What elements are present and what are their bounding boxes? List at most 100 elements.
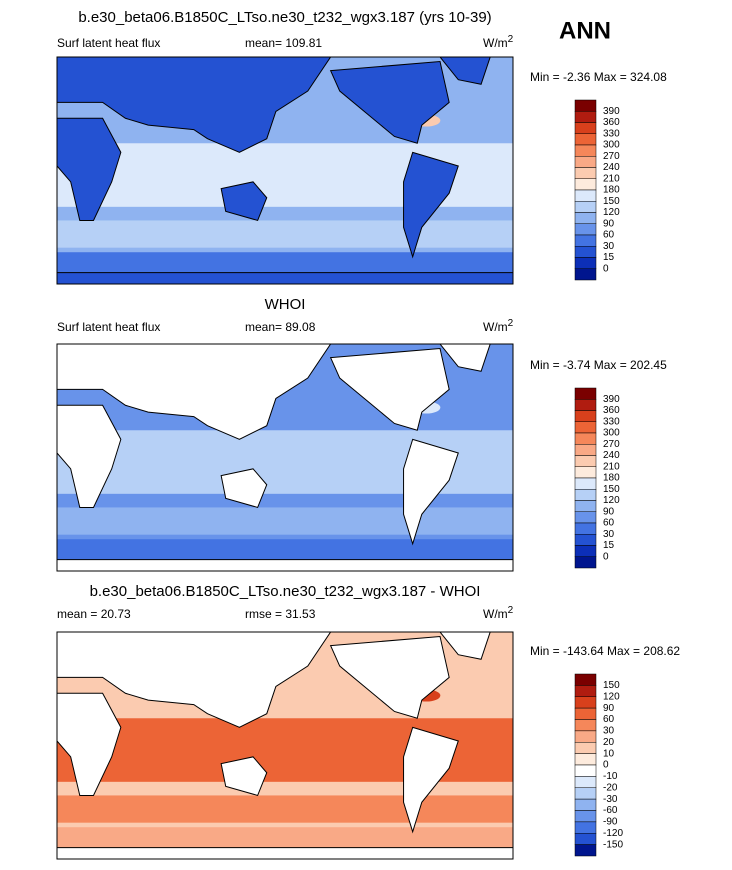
map-content bbox=[57, 632, 513, 859]
colorbar-label: 15 bbox=[603, 540, 615, 551]
colorbar-box bbox=[574, 178, 597, 191]
units-base: W/m bbox=[483, 320, 508, 334]
colorbar-box bbox=[574, 696, 597, 709]
colorbar-label: 360 bbox=[603, 117, 620, 128]
continent bbox=[329, 348, 450, 431]
map bbox=[56, 56, 514, 285]
continent bbox=[439, 344, 491, 372]
colorbar-box bbox=[574, 844, 597, 857]
continent bbox=[329, 636, 450, 719]
colorbar-label: 300 bbox=[603, 428, 620, 439]
panel-stat: mean= 89.08 bbox=[245, 320, 316, 334]
colorbar-label: 270 bbox=[603, 151, 620, 162]
map-frame bbox=[56, 343, 514, 572]
colorbar-box bbox=[574, 410, 597, 422]
colorbar-box bbox=[574, 234, 597, 247]
colorbar-label: 30 bbox=[603, 529, 615, 540]
colorbar-box bbox=[574, 223, 597, 236]
colorbar-label: -150 bbox=[603, 839, 623, 850]
colorbar-label: 10 bbox=[603, 748, 615, 759]
colorbar-label: 90 bbox=[603, 218, 615, 229]
continent bbox=[220, 181, 268, 222]
colorbar-box bbox=[574, 144, 597, 157]
colorbar-label: 60 bbox=[603, 714, 615, 725]
continent bbox=[329, 61, 450, 144]
polar-band bbox=[57, 827, 513, 850]
units-sup: 2 bbox=[508, 318, 514, 329]
colorbar-box bbox=[574, 556, 597, 569]
units: W/m2 bbox=[483, 605, 514, 622]
colorbar-label: -30 bbox=[603, 794, 618, 805]
colorbar-box bbox=[574, 798, 597, 811]
colorbar-box bbox=[574, 167, 597, 179]
colorbar-box bbox=[574, 246, 597, 258]
colorbar-box bbox=[574, 399, 597, 411]
continent bbox=[439, 57, 491, 85]
colorbar-label: 210 bbox=[603, 461, 620, 472]
colorbar-box bbox=[574, 133, 597, 146]
colorbar-box bbox=[574, 189, 597, 202]
min-max: Min = -3.74 Max = 202.45 bbox=[530, 358, 667, 372]
colorbar-box bbox=[574, 545, 597, 557]
continent bbox=[57, 272, 513, 284]
colorbar-label: 330 bbox=[603, 416, 620, 427]
colorbar-label: 210 bbox=[603, 173, 620, 184]
map-frame bbox=[56, 631, 514, 860]
panel-left-label: Surf latent heat flux bbox=[57, 320, 160, 334]
colorbar-box bbox=[574, 466, 597, 479]
panel-stat: mean= 109.81 bbox=[245, 36, 322, 50]
map-frame bbox=[56, 56, 514, 285]
continent bbox=[57, 692, 122, 796]
continent bbox=[57, 117, 122, 221]
continent bbox=[403, 151, 459, 259]
colorbar-box bbox=[574, 707, 597, 720]
colorbar-box bbox=[574, 111, 597, 123]
continent bbox=[439, 632, 491, 660]
colorbar-label: 390 bbox=[603, 106, 620, 117]
map bbox=[56, 631, 514, 860]
colorbar-label: 60 bbox=[603, 518, 615, 529]
colorbar-label: -120 bbox=[603, 828, 623, 839]
polar-band bbox=[57, 252, 513, 275]
map bbox=[56, 343, 514, 572]
colorbar-label: -90 bbox=[603, 817, 618, 828]
map-content bbox=[57, 344, 513, 571]
panel-left-label: mean = 20.73 bbox=[57, 607, 131, 621]
units: W/m2 bbox=[483, 318, 514, 335]
colorbar-label: 20 bbox=[603, 737, 615, 748]
colorbar-box bbox=[574, 534, 597, 546]
units-base: W/m bbox=[483, 36, 508, 50]
colorbar-box bbox=[574, 201, 597, 213]
midlat-band bbox=[57, 795, 513, 823]
polar-band bbox=[57, 539, 513, 562]
colorbar-label: 0 bbox=[603, 551, 609, 562]
colorbar-label: 0 bbox=[603, 263, 609, 274]
panel-title: b.e30_beta06.B1850C_LTso.ne30_t232_wgx3.… bbox=[90, 583, 481, 600]
colorbar-box bbox=[574, 122, 597, 134]
continent bbox=[57, 404, 122, 508]
colorbar-label: 60 bbox=[603, 230, 615, 241]
continent bbox=[57, 632, 332, 728]
colorbar-label: 150 bbox=[603, 196, 620, 207]
colorbar-box bbox=[574, 444, 597, 456]
colorbar-box bbox=[574, 477, 597, 490]
panel-title: b.e30_beta06.B1850C_LTso.ne30_t232_wgx3.… bbox=[78, 9, 491, 26]
continent bbox=[57, 847, 513, 859]
colorbar-box bbox=[574, 421, 597, 434]
continent bbox=[220, 468, 268, 509]
colorbar-box bbox=[574, 387, 597, 400]
colorbar-box bbox=[574, 432, 597, 445]
colorbar-label: 240 bbox=[603, 162, 620, 173]
colorbar-label: 180 bbox=[603, 185, 620, 196]
colorbar-label: 30 bbox=[603, 241, 615, 252]
colorbar-box bbox=[574, 833, 597, 845]
colorbar-box bbox=[574, 742, 597, 754]
colorbar-box bbox=[574, 99, 597, 112]
continent bbox=[403, 726, 459, 834]
colorbar-box bbox=[574, 719, 597, 732]
colorbar-box bbox=[574, 787, 597, 800]
continent bbox=[57, 344, 332, 440]
colorbar-box bbox=[574, 489, 597, 501]
colorbar-label: 90 bbox=[603, 506, 615, 517]
